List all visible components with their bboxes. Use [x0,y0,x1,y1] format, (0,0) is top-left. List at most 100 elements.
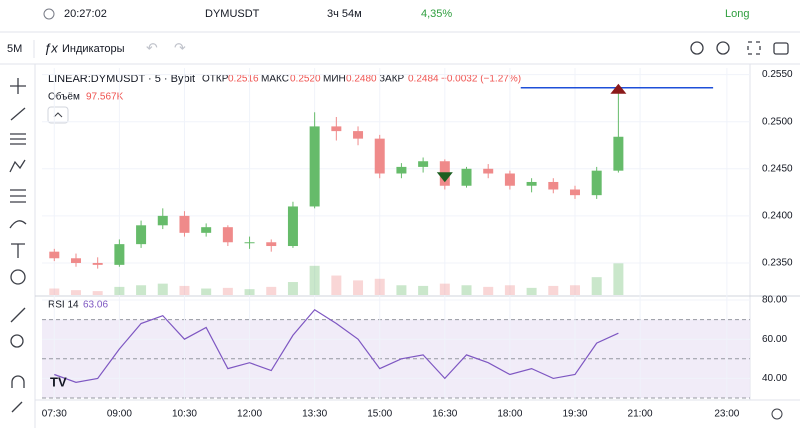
candle-body [70,258,81,263]
legend-value: 0.2480 [346,74,377,85]
redo[interactable]: ↷ [174,40,186,56]
volume-bar [418,285,429,295]
lock-tool[interactable] [11,401,23,413]
crosshair-tool[interactable] [10,78,26,94]
legend-symbol: LINEAR:DYMUSDT · 5 · Bybit [48,73,195,85]
x-tick-label: 13:30 [302,409,327,420]
snapshot-icon[interactable] [773,42,789,55]
text-tool[interactable] [11,243,25,258]
x-tick-label: 19:30 [562,409,587,420]
volume-bar [331,275,342,295]
x-tick-label: 15:00 [367,409,392,420]
symbol: DYMUSDT [205,8,260,20]
interval-button[interactable]: 5М [7,43,22,55]
trendline-tool[interactable] [10,107,26,121]
candle-body [136,225,147,245]
candle-body [201,227,212,233]
volume-bar [504,285,515,295]
tv-logo: TV [50,374,67,389]
volume-bar [92,291,103,295]
candle-body [418,161,429,167]
candle-body [244,242,255,244]
candle-body [179,215,190,233]
volume-value: 97.567K [86,92,124,103]
volume-bar [157,283,168,295]
change: 4,35% [421,8,452,20]
candle-body [157,215,168,226]
volume-bar [136,285,147,295]
volume-bar [483,286,494,295]
legend-change: −0.0032 (−1.27%) [441,74,521,85]
volume-bar [526,287,537,295]
ruler-tool[interactable] [10,307,26,323]
axis-settings[interactable] [771,408,783,420]
zoom-tool[interactable] [10,334,24,348]
candle-body [222,227,233,243]
candle-body [309,126,320,207]
candle-body [526,181,537,186]
rsi-tick-label: 40.00 [762,373,787,384]
rsi-label: RSI 14 [48,300,79,311]
volume-bar [396,285,407,295]
volume-bar [114,286,125,295]
candle-body [591,170,602,196]
replay-icon[interactable] [690,41,704,55]
volume-bar [569,285,580,295]
candle-body [287,206,298,247]
undo[interactable]: ↶ [146,40,158,56]
emoji-tool[interactable] [10,269,26,285]
volume-bar [49,288,60,295]
y-tick-label: 0.2450 [762,163,793,174]
y-tick-label: 0.2350 [762,258,793,269]
candle-body [331,126,342,132]
candle-body [396,166,407,174]
fullscreen-icon[interactable] [747,41,761,55]
collapse-button[interactable] [47,106,69,124]
brush-tool[interactable] [9,220,27,229]
candle-body [483,168,494,174]
legend-label: ОТКР [202,74,229,85]
x-tick-label: 16:30 [432,409,457,420]
y-tick-label: 0.2550 [762,69,793,80]
candle-body [374,138,385,174]
legend-value: 0.2516 [228,74,259,85]
fib-tool[interactable] [10,133,26,145]
volume-bar [374,278,385,295]
volume-bar [266,286,277,295]
rsi-tick-label: 80.00 [762,295,787,306]
indicators-button[interactable]: Индикаторы [62,43,125,55]
forecast-tool[interactable] [10,189,26,203]
legend-value: 0.2484 [408,74,439,85]
volume-bar [222,287,233,295]
volume-bar [179,285,190,295]
candle-body [569,189,580,196]
fx-icon: ƒx [44,40,58,55]
legend-label: МИН [323,74,346,85]
volume-bar [353,280,364,295]
candle-body [504,173,515,186]
settings-icon[interactable] [716,41,730,55]
volume-label: Объём [48,91,80,103]
candle-body [461,168,472,186]
rsi-tick-label: 60.00 [762,334,787,345]
candle-body [613,136,624,171]
candle-body [353,131,364,139]
magnet-tool[interactable] [11,375,25,388]
legend-label: МАКС [261,74,289,85]
volume-bar [548,285,559,295]
volume-bar [439,283,450,295]
trade-marker [436,172,453,183]
rsi-value: 63.06 [83,300,108,311]
legend-label: ЗАКР [379,74,405,85]
side: Long [725,8,749,20]
volume-bar [70,290,81,295]
pattern-tool[interactable] [9,159,26,173]
y-tick-label: 0.2500 [762,116,793,127]
trade-marker [610,83,627,94]
time: 20:27:02 [64,8,107,20]
x-tick-label: 12:00 [237,409,262,420]
rsi-line [54,308,619,383]
chevron [53,112,63,118]
x-tick-label: 10:30 [172,409,197,420]
